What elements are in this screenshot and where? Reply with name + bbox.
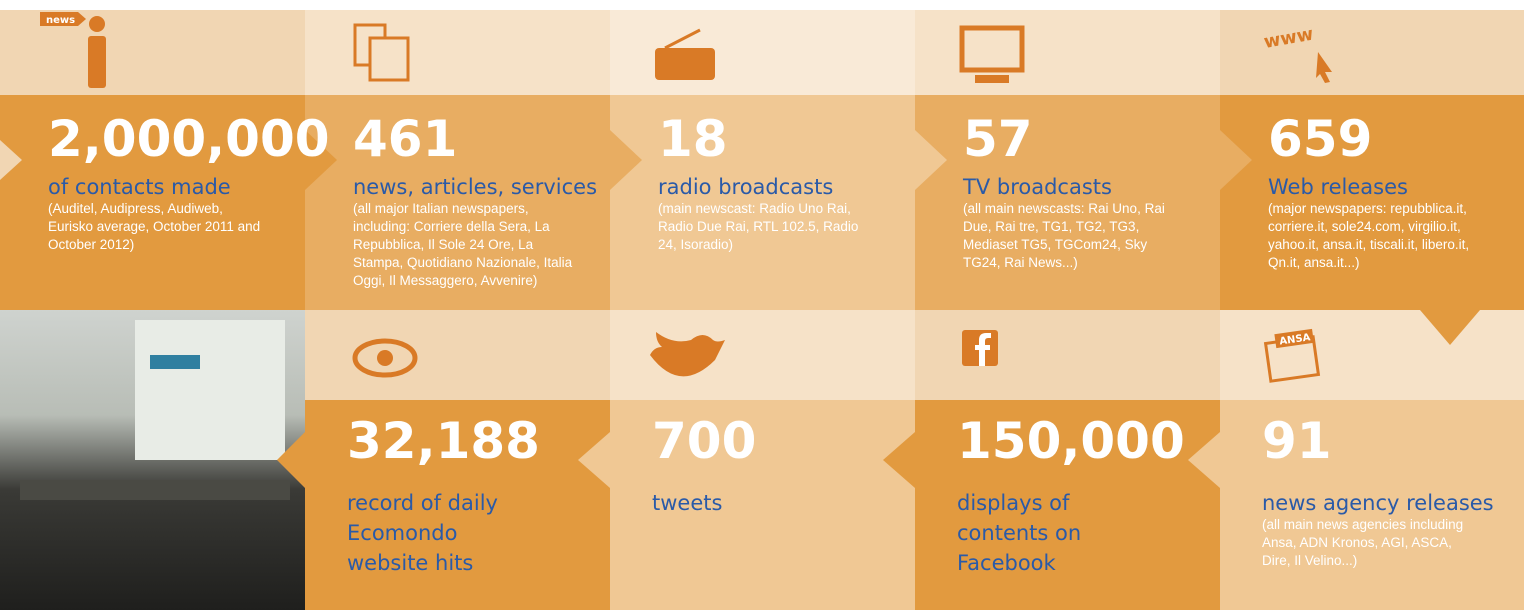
radio [655,48,715,80]
person-body [88,36,106,88]
newspaper [370,38,408,80]
person-head [89,16,105,32]
arrow [1220,130,1252,190]
tile-title: Web releases [1268,174,1524,200]
big-number: 659 [1268,110,1372,168]
tile-title: radio broadcasts [658,174,918,200]
tile-detail: (all major Italian newspapers, including… [353,200,575,290]
big-number: 2,000,000 [48,110,330,168]
infographic: newswwwANSA2,000,000of contacts made(Aud… [0,0,1524,610]
tile-detail: (all main news agencies including Ansa, … [1262,516,1482,570]
tile-title: news, articles, services [353,174,613,200]
big-number: 18 [658,110,728,168]
tile-title: displays of contents on Facebook [957,488,1127,578]
tile-detail: (Auditel, Audipress, Audiweb, Eurisko av… [48,200,270,254]
radio-antenna [665,30,700,48]
tile-detail: (main newscast: Radio Uno Rai, Radio Due… [658,200,880,254]
arrow [610,130,642,190]
tile-detail: (all main newscasts: Rai Uno, Rai Due, R… [963,200,1185,272]
big-number: 57 [963,110,1033,168]
screen-logo [150,355,200,369]
arrow [1188,432,1220,488]
tile-title: TV broadcasts [963,174,1223,200]
big-number: 32,188 [347,412,540,470]
big-number: 91 [1262,412,1332,470]
arrow-down [1420,310,1480,345]
bird [650,332,725,376]
icon-label: www [1262,24,1315,53]
screen [135,320,285,460]
arrow [883,432,915,488]
big-number: 700 [652,412,756,470]
cursor [1316,52,1332,83]
big-number: 150,000 [957,412,1185,470]
tile-title: of contacts made [48,174,308,200]
tile-title: tweets [652,488,822,518]
big-number: 461 [353,110,457,168]
tile-title: record of daily Ecomondo website hits [347,488,517,578]
arrow [0,140,22,180]
tile-detail: (major newspapers: repubblica.it, corrie… [1268,200,1490,272]
tile-title: news agency releases [1262,490,1522,516]
stage [20,480,290,500]
icon-label: news [46,15,75,26]
arrow [578,432,610,488]
tv-stand [975,75,1009,83]
eye-pupil [377,350,393,366]
tv [962,28,1022,70]
arrow [915,130,947,190]
